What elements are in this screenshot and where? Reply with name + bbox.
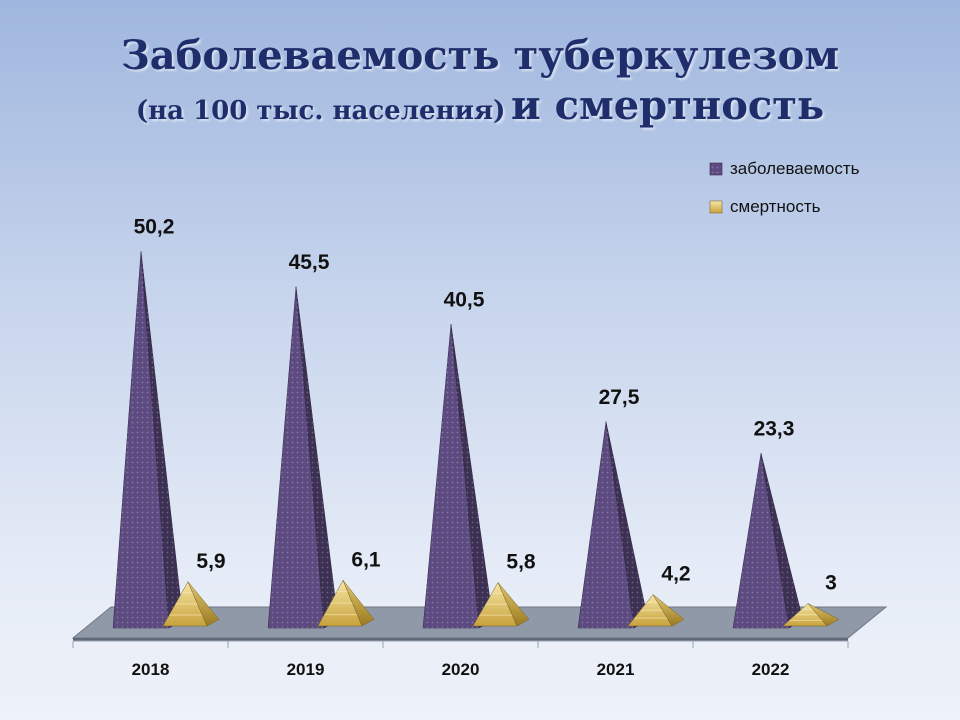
- legend-swatch: [709, 200, 723, 214]
- x-tick-label: 2019: [287, 660, 325, 679]
- legend-item-0: заболеваемость: [709, 159, 860, 178]
- data-label-mortality: 4,2: [661, 563, 690, 586]
- data-label-morbidity: 23,3: [754, 417, 795, 440]
- pyramid-1: [472, 581, 530, 627]
- data-label-morbidity: 45,5: [289, 251, 330, 274]
- pyramid-1: [782, 603, 840, 627]
- pyramid-1: [162, 581, 220, 627]
- legend-label: смертность: [730, 197, 821, 216]
- pyramid-1: [317, 579, 375, 627]
- pyramid-texture: [423, 324, 479, 628]
- x-tick-label: 2018: [132, 660, 170, 679]
- pyramid-0: [112, 251, 184, 629]
- title-subtitle: (на 100 тыс. населения): [135, 96, 506, 126]
- pyramid-texture: [296, 286, 338, 628]
- x-tick-label: 2021: [597, 660, 635, 679]
- legend-label: заболеваемость: [730, 159, 860, 178]
- x-tick-label: 2020: [442, 660, 480, 679]
- title-line-2-main: и смертность: [511, 82, 825, 129]
- data-label-mortality: 3: [825, 572, 837, 595]
- chart-floor-edge: [73, 638, 848, 641]
- chart-title: Заболеваемость туберкулезом (на 100 тыс.…: [0, 30, 960, 138]
- data-label-mortality: 5,9: [196, 550, 225, 573]
- legend-item-1: смертность: [709, 197, 821, 216]
- data-label-mortality: 6,1: [351, 548, 381, 571]
- pyramid-texture: [733, 453, 789, 628]
- pyramid-texture: [606, 421, 648, 628]
- pyramid-texture: [141, 251, 183, 628]
- pyramid-texture: [268, 286, 324, 628]
- data-label-morbidity: 27,5: [599, 386, 640, 409]
- title-line-2: (на 100 тыс. населения) и смертность: [0, 82, 960, 138]
- pyramid-1: [627, 594, 685, 627]
- pyramid-0: [267, 286, 339, 629]
- pyramid-texture: [578, 421, 634, 628]
- pyramid-texture: [761, 453, 803, 628]
- data-label-morbidity: 50,2: [134, 216, 175, 239]
- pyramid-0: [422, 324, 494, 629]
- pyramid-texture: [113, 251, 169, 628]
- data-label-morbidity: 40,5: [444, 288, 485, 311]
- pyramid-0: [577, 421, 649, 629]
- title-line-1: Заболеваемость туберкулезом: [120, 32, 840, 79]
- x-tick-label: 2022: [752, 660, 790, 679]
- legend-swatch-texture: [710, 163, 722, 175]
- data-label-mortality: 5,8: [506, 551, 536, 574]
- pyramid-0: [732, 453, 804, 629]
- pyramid-texture: [451, 324, 493, 628]
